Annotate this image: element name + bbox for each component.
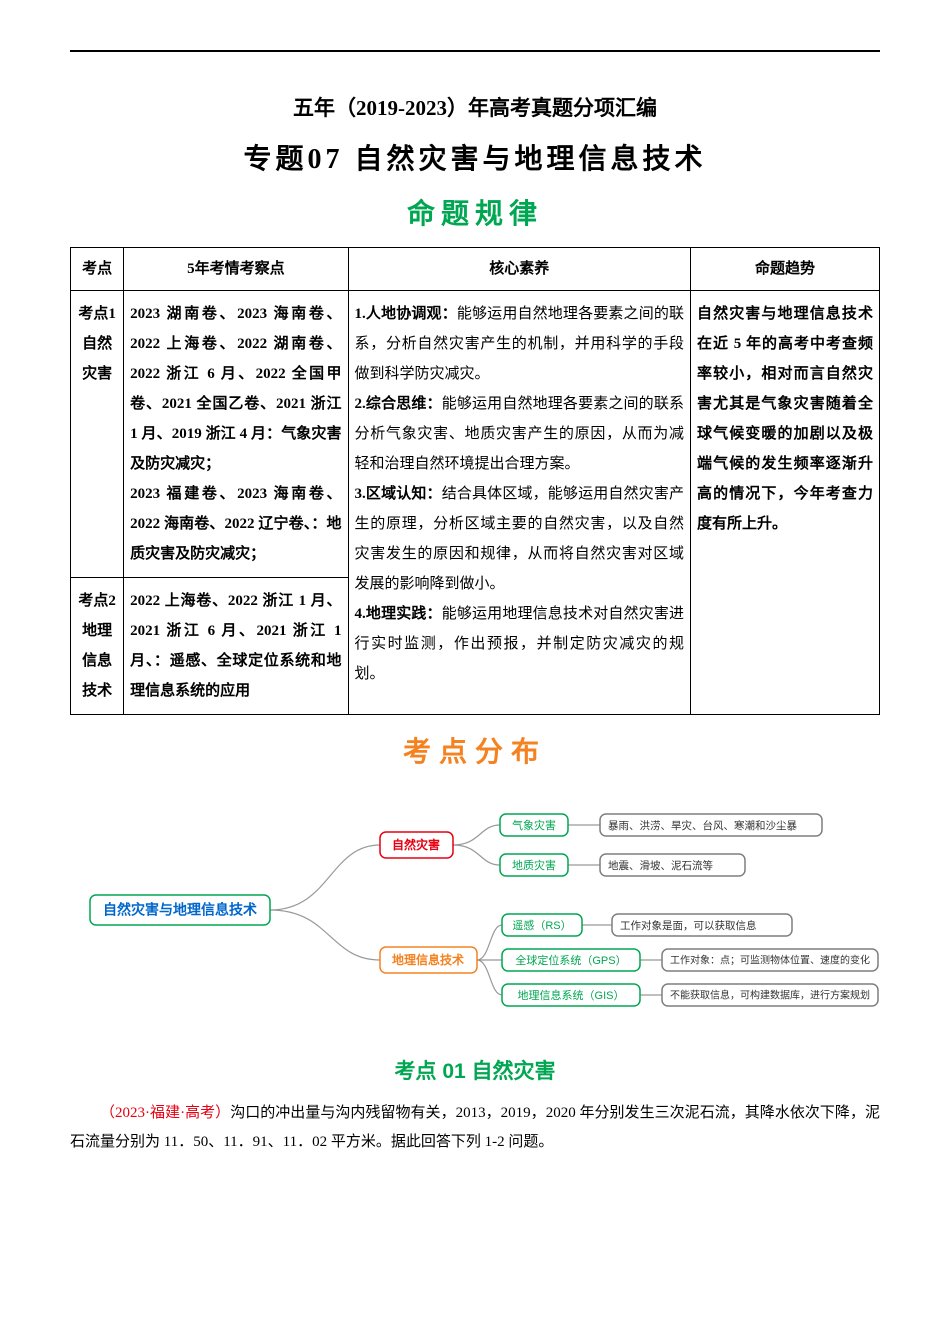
core-p3-label: 3.区域认知： <box>355 486 442 502</box>
table-row: 考点1 自然灾害 2023 湖南卷、2023 海南卷、2022 上海卷、2022… <box>71 291 880 578</box>
document-subtitle: 五年（2019-2023）年高考真题分项汇编 <box>70 92 880 122</box>
topic-1-exams: 2023 湖南卷、2023 海南卷、2022 上海卷、2022 湖南卷、2022… <box>124 291 348 578</box>
connector <box>477 925 502 960</box>
question-paragraph: （2023·福建·高考）沟口的冲出量与沟内残留物有关，2013，2019，202… <box>70 1099 880 1156</box>
mm-b2c1t-text: 工作对象是面，可以获取信息 <box>620 919 757 932</box>
connector <box>453 845 500 865</box>
document-main-title: 专题07 自然灾害与地理信息技术 <box>70 137 880 177</box>
mm-b2-text: 地理信息技术 <box>392 952 464 967</box>
connector <box>270 845 380 910</box>
core-p1: 1.人地协调观：能够运用自然地理各要素之间的联系，分析自然灾害产生的机制，并用科… <box>355 299 684 389</box>
exam-rules-table: 考点 5年考情考察点 核心素养 命题趋势 考点1 自然灾害 2023 湖南卷、2… <box>70 247 880 715</box>
th-topic: 考点 <box>71 248 124 291</box>
topic-1-label: 考点1 自然灾害 <box>71 291 124 578</box>
mindmap-diagram: 自然灾害与地理信息技术 自然灾害 气象灾害 暴雨、洪涝、旱灾、台风、寒潮和沙尘暴… <box>70 795 880 1025</box>
mm-b2c2-text: 全球定位系统（GPS） <box>515 953 626 967</box>
topic-2-exams: 2022 上海卷、2022 浙江 1 月、2021 浙江 6 月、2021 浙江… <box>124 578 348 715</box>
mm-b1c1t-text: 暴雨、洪涝、旱灾、台风、寒潮和沙尘暴 <box>608 819 797 832</box>
mm-b1c2t-text: 地震、滑坡、泥石流等 <box>608 859 713 872</box>
topic-01-heading: 考点 01 自然灾害 <box>70 1055 880 1085</box>
topic-2-label: 考点2 地理信息技术 <box>71 578 124 715</box>
core-p4: 4.地理实践：能够运用地理信息技术对自然灾害进行实时监测，作出预报，并制定防灾减… <box>355 599 684 689</box>
exam-text-a: 2023 湖南卷、2023 海南卷、2022 上海卷、2022 湖南卷、2022… <box>130 299 341 479</box>
core-competency-cell: 1.人地协调观：能够运用自然地理各要素之间的联系，分析自然灾害产生的机制，并用科… <box>348 291 690 715</box>
core-p3: 3.区域认知：结合具体区域，能够运用自然灾害产生的原理，分析区域主要的自然灾害，… <box>355 479 684 599</box>
mm-root-text: 自然灾害与地理信息技术 <box>103 902 257 918</box>
mm-b2c1-text: 遥感（RS） <box>512 919 571 932</box>
page-top-rule <box>70 50 880 52</box>
connector <box>270 910 380 960</box>
core-p2-label: 2.综合思维： <box>355 396 442 412</box>
core-p1-label: 1.人地协调观： <box>355 306 457 322</box>
mm-b2c2t-text: 工作对象：点；可监测物体位置、速度的变化 <box>670 954 870 967</box>
th-core: 核心素养 <box>348 248 690 291</box>
section-heading-rules: 命题规律 <box>70 192 880 232</box>
trend-cell: 自然灾害与地理信息技术在近 5 年的高考中考查频率较小，相对而言自然灾害尤其是气… <box>691 291 880 715</box>
mm-b1c2-text: 地质灾害 <box>512 858 556 872</box>
mm-b2c3t-text: 不能获取信息，可构建数据库，进行方案规划 <box>670 989 870 1002</box>
th-exam: 5年考情考察点 <box>124 248 348 291</box>
core-p4-label: 4.地理实践： <box>355 606 442 622</box>
table-header-row: 考点 5年考情考察点 核心素养 命题趋势 <box>71 248 880 291</box>
mm-b1c1-text: 气象灾害 <box>512 818 556 832</box>
mm-b2c3-text: 地理信息系统（GIS） <box>518 988 625 1002</box>
connector <box>477 960 502 995</box>
connector <box>453 825 500 845</box>
section-heading-distribution: 考点分布 <box>70 730 880 770</box>
mm-b1-text: 自然灾害 <box>392 837 440 852</box>
question-source: （2023·福建·高考） <box>100 1105 230 1121</box>
exam-text-b: 2023 福建卷、2023 海南卷、2022 海南卷、2022 辽宁卷、：地质灾… <box>130 479 341 569</box>
core-p2: 2.综合思维：能够运用自然地理各要素之间的联系分析气象灾害、地质灾害产生的原因，… <box>355 389 684 479</box>
th-trend: 命题趋势 <box>691 248 880 291</box>
